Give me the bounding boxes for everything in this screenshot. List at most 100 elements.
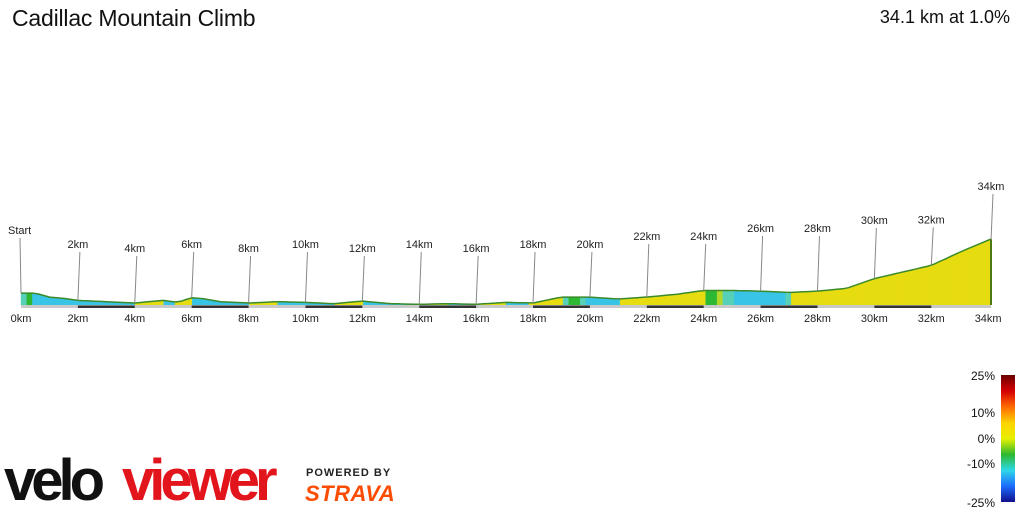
distance-marker-label: 4km: [124, 243, 145, 255]
axis-segment-dark: [760, 305, 818, 308]
profile-segment: [888, 273, 895, 306]
profile-segment: [928, 263, 935, 306]
profile-segment: [979, 241, 986, 306]
profile-segment: [848, 285, 855, 306]
profile-segment: [893, 272, 900, 306]
profile-segment: [865, 279, 872, 306]
profile-segment: [642, 296, 649, 306]
profile-segment: [922, 265, 929, 306]
distance-marker-label: 24km: [690, 231, 717, 243]
profile-segment: [648, 296, 655, 306]
x-tick-label: 6km: [181, 313, 202, 325]
profile-segment: [853, 283, 860, 306]
profile-segment: [659, 295, 666, 306]
marker-leader-line: [532, 251, 536, 304]
profile-segment: [614, 298, 621, 306]
logo-viewer-text: viewer: [122, 452, 277, 507]
distance-marker-label: 12km: [349, 243, 376, 255]
profile-segment: [682, 292, 689, 306]
profile-segment: [910, 268, 918, 306]
profile-segment: [842, 287, 849, 306]
profile-segment: [585, 296, 592, 306]
profile-segment: [597, 297, 604, 306]
marker-leader-line: [873, 227, 877, 279]
marker-leader-line: [191, 251, 195, 298]
axis-segment-dark: [419, 305, 477, 308]
x-tick-label: 22km: [633, 313, 660, 325]
marker-leader-line: [134, 255, 138, 304]
profile-segment: [813, 290, 821, 306]
profile-segment: [973, 243, 980, 306]
x-tick-label: 0km: [11, 313, 32, 325]
marker-leader-line: [19, 237, 22, 294]
gradient-legend-label: 25%: [971, 369, 995, 383]
marker-leader-line: [475, 255, 479, 305]
x-tick-label: 18km: [520, 313, 547, 325]
profile-segment: [905, 269, 912, 306]
x-tick-label: 24km: [690, 313, 717, 325]
marker-leader-line: [77, 251, 81, 301]
profile-segment: [819, 290, 826, 306]
profile-segment: [939, 258, 946, 306]
logo-velo-text: velo: [4, 452, 104, 507]
profile-segment: [32, 292, 39, 306]
marker-leader-line: [248, 255, 252, 304]
marker-leader-line: [646, 243, 650, 298]
gradient-legend-label: -10%: [967, 457, 995, 471]
profile-segment: [579, 296, 587, 306]
distance-marker-label: 8km: [238, 243, 259, 255]
gradient-legend-label: 10%: [971, 406, 995, 420]
distance-marker-label: 10km: [292, 239, 319, 251]
profile-segment: [899, 271, 906, 306]
powered-by-label: POWERED BY: [306, 467, 392, 479]
profile-segment: [768, 291, 775, 306]
profile-segment: [962, 248, 969, 306]
distance-axis: [21, 305, 991, 308]
x-tick-label: 14km: [406, 313, 433, 325]
x-tick-label: 20km: [576, 313, 603, 325]
veloviewer-logo: velo viewer: [4, 448, 289, 512]
marker-leader-line: [990, 193, 994, 241]
distance-marker-label: 26km: [747, 223, 774, 235]
profile-segment: [859, 281, 866, 306]
profile-segment: [956, 250, 963, 306]
profile-segment: [671, 293, 678, 306]
distance-marker-label: 16km: [463, 243, 490, 255]
distance-marker-label: 14km: [406, 239, 433, 251]
gradient-legend-label: 0%: [978, 432, 996, 446]
marker-leader-line: [760, 235, 764, 292]
marker-leader-line: [703, 243, 707, 291]
axis-segment-dark: [874, 305, 932, 308]
distance-marker-label: 6km: [181, 239, 202, 251]
profile-segment: [751, 290, 758, 306]
profile-segment: [836, 288, 843, 306]
marker-leader-line: [816, 235, 820, 292]
distance-marker-label: 18km: [520, 239, 547, 251]
climb-summary: 34.1 km at 1.0%: [879, 7, 1010, 27]
profile-segment: [705, 290, 712, 306]
profile-segment: [933, 261, 940, 306]
profile-segment: [734, 290, 741, 306]
axis-segment-dark: [305, 305, 363, 308]
x-tick-label: 2km: [68, 313, 89, 325]
distance-marker-label: 2km: [68, 239, 89, 251]
profile-segment: [773, 291, 781, 306]
marker-leader-line: [589, 251, 593, 298]
distance-marker-label: 34km: [978, 181, 1005, 193]
profile-segment: [676, 293, 684, 306]
profile-segment: [631, 297, 638, 306]
x-tick-label: 8km: [238, 313, 259, 325]
profile-segment: [591, 296, 598, 306]
profile-segment: [26, 292, 33, 306]
distance-marker-label: 32km: [918, 214, 945, 226]
profile-segment: [945, 255, 952, 306]
profile-segment: [882, 275, 889, 306]
chart-title: Cadillac Mountain Climb: [12, 5, 256, 31]
profile-segment: [694, 290, 701, 306]
profile-segment: [20, 292, 27, 306]
profile-segment: [779, 291, 786, 306]
profile-segment: [796, 291, 803, 306]
profile-segment: [562, 296, 569, 306]
axis-segment-dark: [533, 305, 590, 308]
